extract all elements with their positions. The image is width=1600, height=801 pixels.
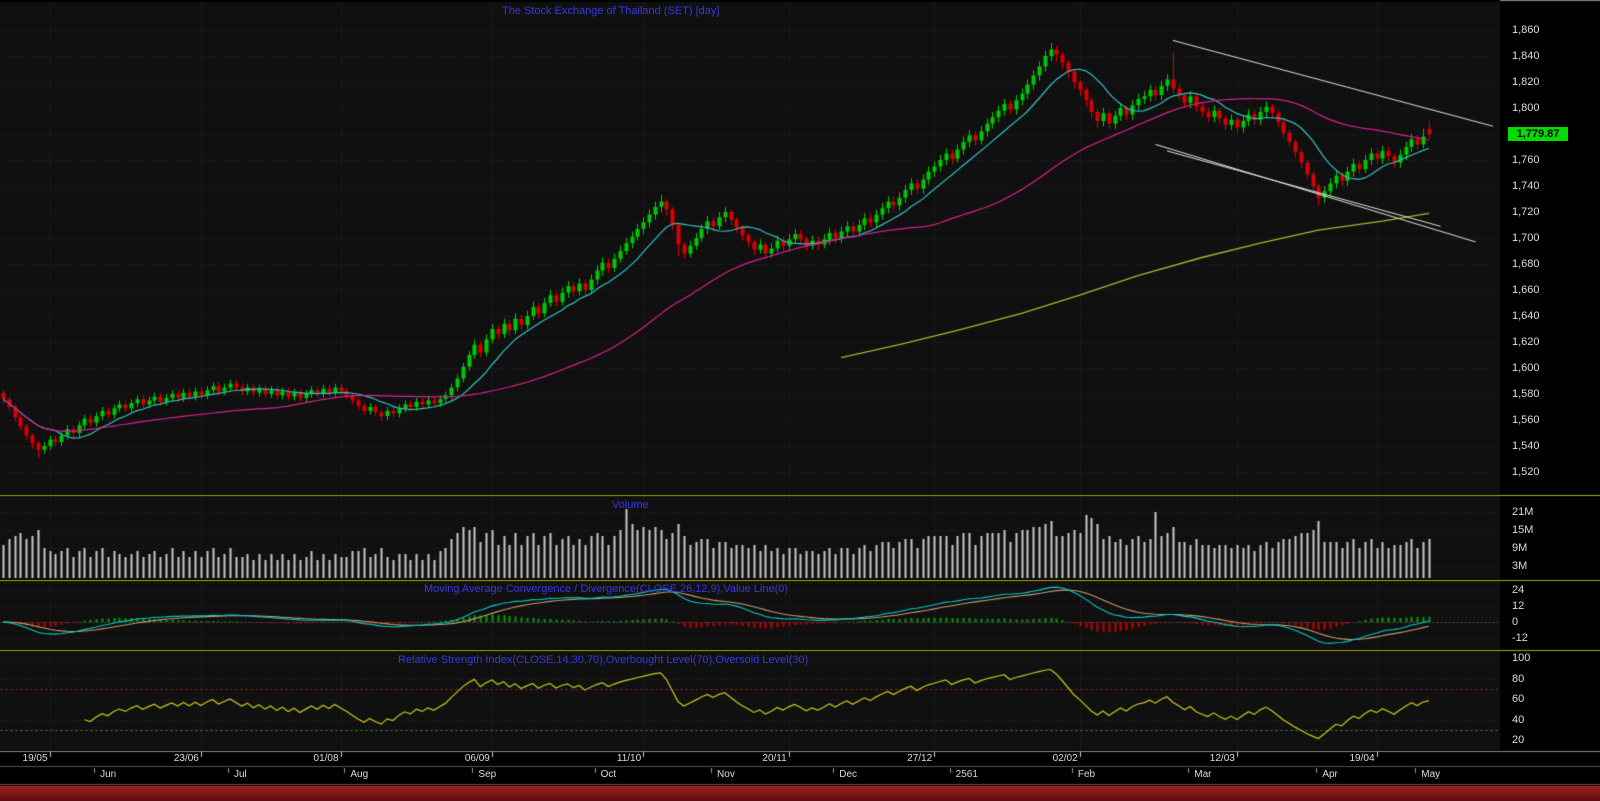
rsi-axis-label: 100 bbox=[1512, 652, 1531, 664]
month-label: Sep bbox=[478, 769, 497, 780]
volume-axis-label: 3M bbox=[1512, 560, 1528, 572]
price-axis-label: 1,680 bbox=[1512, 258, 1540, 270]
rsi-axis-label: 80 bbox=[1512, 672, 1525, 685]
date-label: 19/04 bbox=[1349, 753, 1375, 764]
month-label: Jun bbox=[100, 769, 117, 780]
price-axis-label: 1,760 bbox=[1512, 154, 1540, 166]
main-chart-title: The Stock Exchange of Thailand (SET) [da… bbox=[502, 5, 720, 17]
price-axis-label: 1,540 bbox=[1512, 440, 1540, 452]
macd-panel-title: Moving Average Convergence / Divergence(… bbox=[424, 583, 789, 595]
date-label: 23/06 bbox=[173, 753, 199, 764]
rsi-axis-label: 40 bbox=[1512, 713, 1525, 726]
price-axis-label: 1,520 bbox=[1512, 466, 1540, 478]
date-label: 27/12 bbox=[907, 753, 933, 764]
month-label: Apr bbox=[1322, 769, 1338, 780]
price-axis-label: 1,800 bbox=[1512, 102, 1540, 114]
month-label: Aug bbox=[350, 769, 369, 780]
macd-axis-label: 12 bbox=[1512, 600, 1525, 612]
volume-axis-label: 21M bbox=[1512, 506, 1534, 518]
bottom-status-bar bbox=[0, 785, 1600, 801]
month-label: Jul bbox=[233, 769, 247, 780]
date-label: 02/02 bbox=[1052, 753, 1078, 764]
price-axis-label: 1,620 bbox=[1512, 336, 1540, 348]
price-axis-label: 1,860 bbox=[1512, 24, 1540, 36]
date-label: 12/03 bbox=[1209, 753, 1235, 764]
month-label: Nov bbox=[717, 769, 735, 780]
date-label: 20/11 bbox=[762, 753, 787, 764]
date-label: 06/09 bbox=[464, 753, 490, 764]
volume-panel-title: Volume bbox=[612, 499, 649, 511]
price-axis-label: 1,600 bbox=[1512, 362, 1540, 374]
month-label: Oct bbox=[600, 769, 617, 780]
month-label: 2561 bbox=[955, 769, 978, 780]
rsi-axis-label: 60 bbox=[1512, 693, 1525, 705]
volume-axis-label: 15M bbox=[1512, 524, 1534, 536]
date-label: 19/05 bbox=[22, 753, 48, 764]
rsi-axis-label: 20 bbox=[1512, 734, 1525, 746]
date-label: 11/10 bbox=[616, 753, 642, 764]
price-axis-label: 1,660 bbox=[1512, 284, 1540, 296]
macd-axis-label: 24 bbox=[1512, 584, 1525, 596]
price-axis-label: 1,640 bbox=[1512, 310, 1540, 322]
date-label: 01/08 bbox=[313, 753, 339, 764]
month-label: May bbox=[1421, 769, 1441, 780]
price-axis-label: 1,740 bbox=[1512, 180, 1540, 192]
volume-axis-label: 9M bbox=[1512, 542, 1528, 554]
macd-axis-label: 0 bbox=[1512, 616, 1519, 628]
macd-axis-label: -12 bbox=[1512, 631, 1528, 644]
rsi-panel-title: Relative Strength Index(CLOSE,14,30,70),… bbox=[398, 654, 809, 666]
last-price-badge: 1,779.87 bbox=[1508, 127, 1568, 142]
price-axis-label: 1,840 bbox=[1512, 50, 1540, 62]
price-axis-label: 1,580 bbox=[1512, 388, 1540, 400]
month-label: Dec bbox=[839, 769, 858, 780]
price-axis-label: 1,560 bbox=[1512, 414, 1540, 426]
month-label: Mar bbox=[1194, 769, 1212, 780]
price-axis-label: 1,700 bbox=[1512, 232, 1540, 244]
price-axis-label: 1,720 bbox=[1512, 206, 1540, 218]
month-label: Feb bbox=[1077, 769, 1096, 780]
price-axis-label: 1,820 bbox=[1512, 76, 1540, 88]
